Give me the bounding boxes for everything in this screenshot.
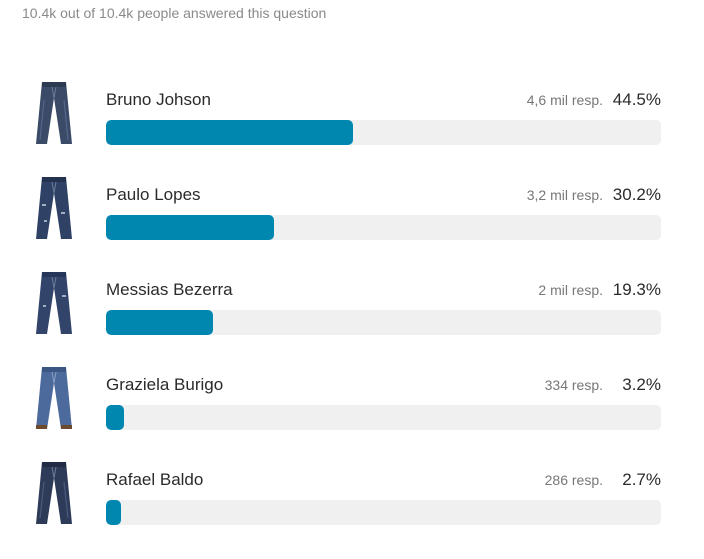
option-label: Messias Bezerra	[106, 280, 233, 299]
response-percent: 2.7%	[622, 470, 661, 489]
result-bar-track	[106, 310, 661, 335]
jeans-icon	[30, 460, 78, 526]
result-bar-track	[106, 500, 661, 525]
poll-option-1[interactable]: Bruno Johson 4,6 mil resp. 44.5%	[0, 80, 704, 175]
response-percent: 19.3%	[612, 280, 661, 299]
result-bar-fill	[106, 405, 124, 430]
jeans-icon	[30, 175, 78, 241]
result-bar-track	[106, 120, 661, 145]
response-count: 334 resp.	[544, 377, 603, 393]
option-label: Bruno Johson	[106, 90, 211, 109]
option-label: Paulo Lopes	[106, 185, 201, 204]
option-label: Rafael Baldo	[106, 470, 204, 489]
response-count: 4,6 mil resp.	[526, 92, 603, 108]
response-percent: 44.5%	[612, 90, 661, 109]
poll-option-5[interactable]: Rafael Baldo 286 resp. 2.7%	[0, 460, 704, 555]
poll-option-4[interactable]: Graziela Burigo 334 resp. 3.2%	[0, 365, 704, 460]
result-bar-track	[106, 405, 661, 430]
result-bar-track	[106, 215, 661, 240]
poll-option-2[interactable]: Paulo Lopes 3,2 mil resp. 30.2%	[0, 175, 704, 270]
result-bar-fill	[106, 310, 214, 335]
response-count: 286 resp.	[544, 472, 603, 488]
jeans-icon	[30, 270, 78, 336]
response-percent: 3.2%	[622, 375, 661, 394]
responses-summary: 10.4k out of 10.4k people answered this …	[22, 5, 327, 21]
jeans-icon	[30, 365, 78, 431]
result-bar-fill	[106, 215, 274, 240]
result-bar-fill	[106, 500, 121, 525]
poll-option-3[interactable]: Messias Bezerra 2 mil resp. 19.3%	[0, 270, 704, 365]
result-bar-fill	[106, 120, 353, 145]
response-count: 3,2 mil resp.	[526, 187, 603, 203]
response-count: 2 mil resp.	[538, 282, 603, 298]
jeans-icon	[30, 80, 78, 146]
response-percent: 30.2%	[612, 185, 661, 204]
option-label: Graziela Burigo	[106, 375, 224, 394]
